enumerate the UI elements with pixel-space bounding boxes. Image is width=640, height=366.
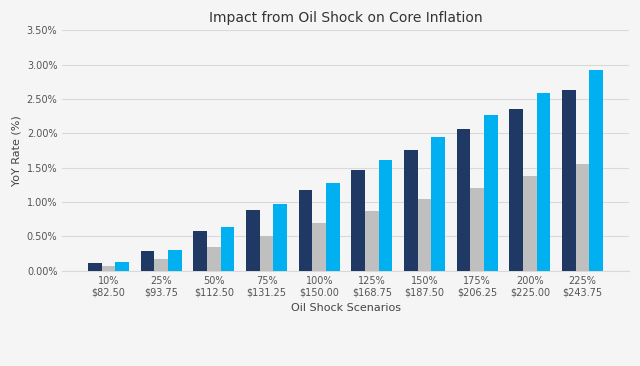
Bar [351, 170, 365, 271]
Bar [260, 236, 273, 271]
Bar [273, 204, 287, 271]
Bar [193, 231, 207, 271]
Bar [326, 183, 340, 271]
Bar [299, 190, 312, 271]
Bar [168, 250, 182, 271]
Bar [537, 93, 550, 271]
Bar [312, 224, 326, 271]
X-axis label: Oil Shock Scenarios: Oil Shock Scenarios [291, 303, 401, 313]
Bar [154, 259, 168, 271]
Bar [589, 70, 603, 271]
Bar [484, 115, 498, 271]
Bar [115, 262, 129, 271]
Bar [523, 176, 537, 271]
Bar [509, 109, 523, 271]
Bar [365, 211, 379, 271]
Y-axis label: YoY Rate (%): YoY Rate (%) [11, 115, 21, 186]
Bar [88, 262, 102, 271]
Bar [470, 188, 484, 271]
Bar [102, 266, 115, 271]
Bar [404, 150, 418, 271]
Bar [418, 199, 431, 271]
Bar [221, 227, 234, 271]
Bar [207, 247, 221, 271]
Bar [576, 164, 589, 271]
Bar [379, 160, 392, 271]
Bar [141, 251, 154, 271]
Bar [562, 90, 576, 271]
Bar [246, 210, 260, 271]
Bar [431, 137, 445, 271]
Bar [457, 129, 470, 271]
Title: Impact from Oil Shock on Core Inflation: Impact from Oil Shock on Core Inflation [209, 11, 483, 25]
